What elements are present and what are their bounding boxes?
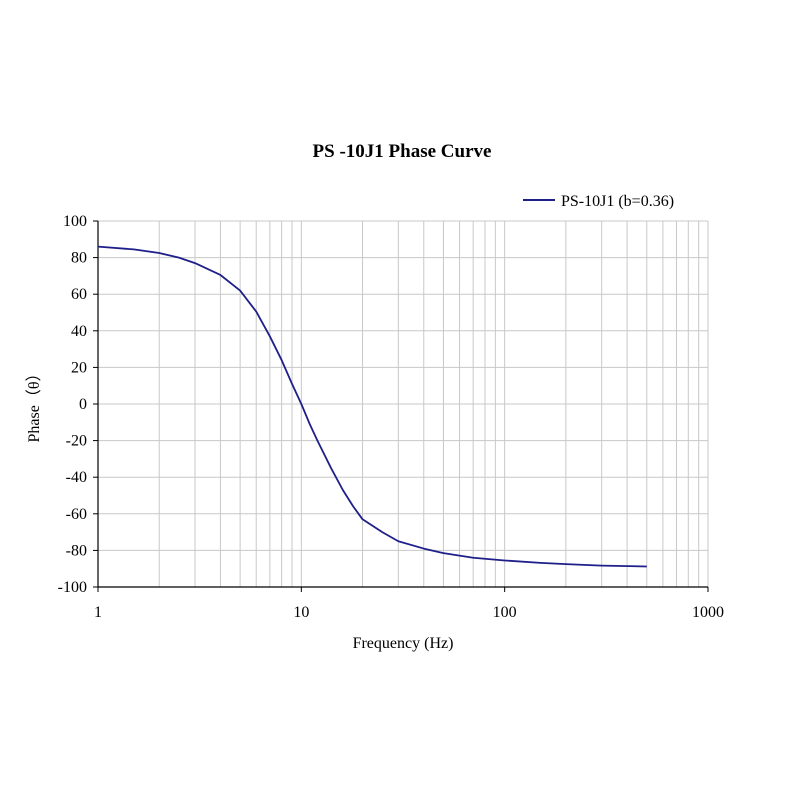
y-tick-label: 40 [71, 323, 87, 340]
y-tick-label: -80 [66, 542, 87, 559]
x-tick-label: 100 [493, 604, 517, 621]
legend: PS-10J1 (b=0.36) [523, 193, 674, 210]
x-axis-label: Frequency (Hz) [353, 635, 454, 652]
y-tick-label: 60 [71, 286, 87, 303]
y-tick-label: 80 [71, 250, 87, 267]
y-tick-label: -100 [58, 579, 87, 596]
x-tick-label: 1 [94, 604, 102, 621]
y-tick-label: 100 [63, 213, 87, 230]
series-line [97, 245, 647, 568]
chart-title: PS -10J1 Phase Curve [313, 141, 492, 162]
x-tick-label: 10 [293, 604, 309, 621]
y-tick-label: -20 [66, 433, 87, 450]
y-axis-label: Phase（θ） [25, 366, 43, 443]
y-tick-label: 0 [79, 396, 87, 413]
tick-labels: 100 80 60 40 20 0 -20 -40 -60 -80 -100 1 10 100 1000 [58, 213, 724, 621]
legend-label: PS-10J1 (b=0.36) [561, 193, 674, 210]
series-layer [97, 245, 647, 568]
x-tick-label: 1000 [692, 604, 724, 621]
grid [97, 220, 709, 588]
y-tick-label: -60 [66, 506, 87, 523]
y-tick-label: 20 [71, 359, 87, 376]
y-tick-label: -40 [66, 469, 87, 486]
